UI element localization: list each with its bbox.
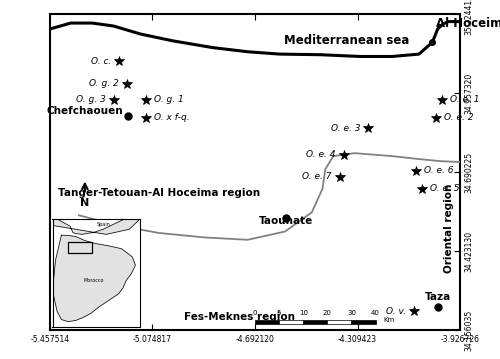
Text: Spain: Spain — [96, 222, 110, 227]
Text: Taounate: Taounate — [259, 216, 314, 227]
Bar — [68, 242, 92, 253]
Text: O. e. 7: O. e. 7 — [302, 172, 332, 181]
Text: 5: 5 — [277, 311, 281, 316]
Text: O. g. 1: O. g. 1 — [154, 95, 184, 104]
Text: Oriental region: Oriental region — [444, 184, 454, 273]
Bar — [279, 320, 303, 323]
Text: Morocco: Morocco — [84, 278, 104, 283]
Text: 10: 10 — [298, 311, 308, 316]
Text: O. g. 3: O. g. 3 — [76, 95, 106, 104]
Text: O. e. 5: O. e. 5 — [430, 184, 459, 193]
Bar — [303, 320, 328, 323]
Text: O. e. 3: O. e. 3 — [330, 123, 360, 132]
Text: O. v.: O. v. — [386, 307, 406, 316]
Text: Mediterranean sea: Mediterranean sea — [284, 34, 410, 47]
Text: Taza: Taza — [424, 292, 451, 302]
Text: 20: 20 — [323, 311, 332, 316]
Text: Km: Km — [384, 317, 395, 323]
Text: O. x f-q.: O. x f-q. — [154, 113, 190, 122]
Polygon shape — [52, 235, 136, 322]
Text: 0: 0 — [253, 311, 258, 316]
Text: O. e. 2: O. e. 2 — [444, 113, 474, 122]
Text: O. g. 2: O. g. 2 — [89, 79, 119, 88]
Text: O. e. 4: O. e. 4 — [306, 150, 336, 159]
Text: 40: 40 — [371, 311, 380, 316]
Text: Fes-Meknes region: Fes-Meknes region — [184, 312, 295, 322]
Polygon shape — [11, 209, 140, 234]
Text: O. e. 6: O. e. 6 — [424, 167, 454, 176]
Text: N: N — [80, 197, 90, 208]
Text: Tanger-Tetouan-Al Hoceima region: Tanger-Tetouan-Al Hoceima region — [58, 188, 260, 198]
Bar — [328, 320, 351, 323]
Text: Al Hoceima: Al Hoceima — [436, 17, 500, 29]
Bar — [352, 320, 376, 323]
Text: O. e. 1: O. e. 1 — [450, 95, 479, 104]
Bar — [255, 320, 279, 323]
Text: 30: 30 — [347, 311, 356, 316]
Text: Chefchaouen: Chefchaouen — [46, 106, 123, 116]
Text: O. c.: O. c. — [90, 57, 111, 66]
